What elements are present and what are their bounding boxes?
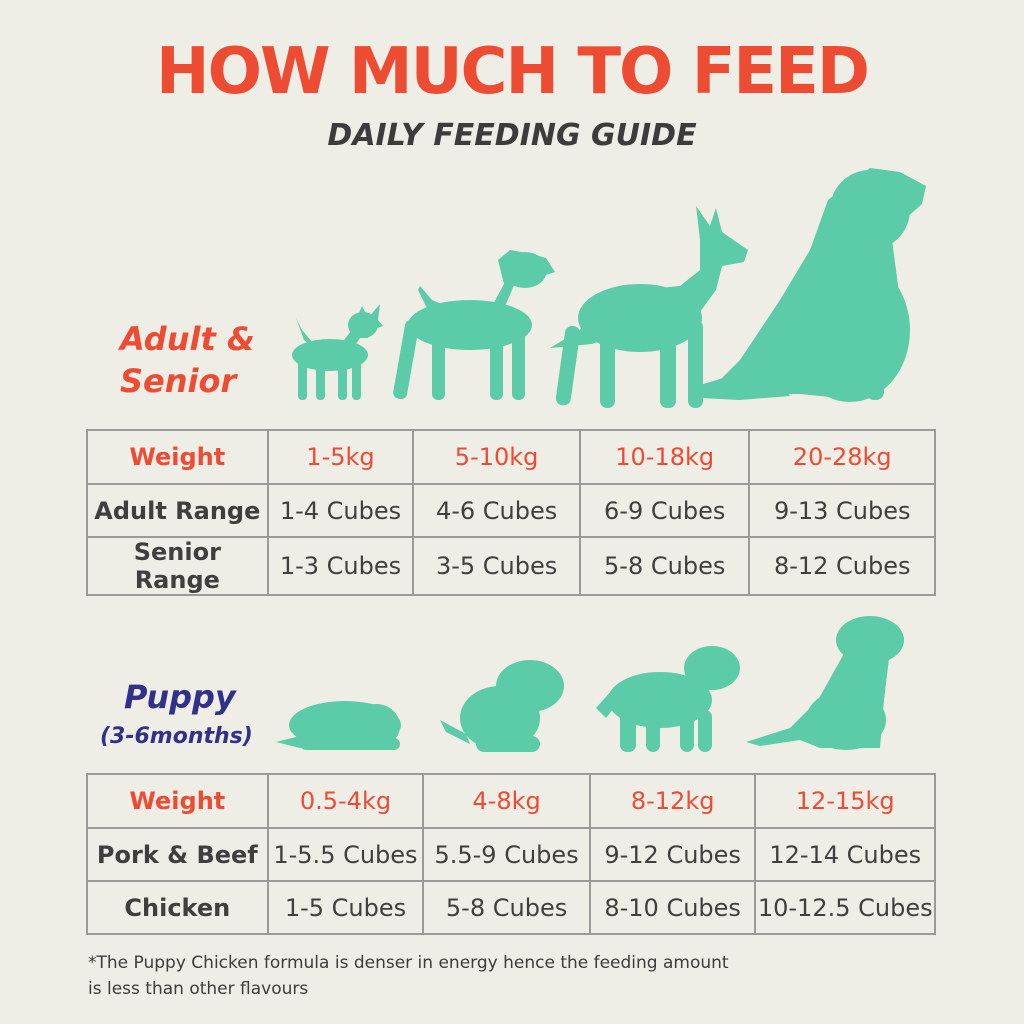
puppy-label: Puppy (124, 678, 236, 716)
table-cell: 1-5 Cubes (266, 880, 425, 935)
puppy-weight-row: Weight 0.5-4kg 4-8kg 8-12kg 12-15kg (86, 773, 936, 829)
weight-cell: 0.5-4kg (266, 773, 425, 829)
sitting-puppy-icon (746, 616, 904, 750)
table-cell: 12-14 Cubes (754, 827, 936, 882)
weight-cell: 8-12kg (588, 773, 757, 829)
puppy-age-label: (3-6months) (100, 724, 253, 749)
table-cell: 1-4 Cubes (266, 483, 415, 538)
page-title: HOW MUCH TO FEED (156, 35, 870, 109)
weight-cell: 20-28kg (748, 429, 936, 485)
table-cell: 1-3 Cubes (266, 536, 415, 596)
table-cell: 5-8 Cubes (578, 536, 751, 596)
footnote-line1: *The Puppy Chicken formula is denser in … (88, 953, 729, 973)
row-label: Adult Range (86, 483, 269, 538)
table-cell: 3-5 Cubes (412, 536, 581, 596)
adult-label-line1: Adult & (120, 320, 255, 358)
table-cell: 1-5.5 Cubes (266, 827, 425, 882)
table-cell: 4-6 Cubes (412, 483, 581, 538)
weight-cell: 10-18kg (578, 429, 751, 485)
lying-puppy-icon (276, 701, 401, 750)
row-label: Pork & Beef (86, 827, 269, 882)
adult-feeding-table: Weight 1-5kg 5-10kg 10-18kg 20-28kg Adul… (86, 429, 936, 596)
table-cell: 8-12 Cubes (748, 536, 936, 596)
footnote: *The Puppy Chicken formula is denser in … (88, 950, 788, 1002)
row-label: Senior Range (86, 536, 269, 596)
row-label: Chicken (86, 880, 269, 935)
pork-beef-row: Pork & Beef 1-5.5 Cubes 5.5-9 Cubes 9-12… (86, 827, 936, 882)
weight-cell: 12-15kg (754, 773, 936, 829)
adult-senior-label: Adult & Senior (120, 318, 255, 402)
table-cell: 5.5-9 Cubes (422, 827, 591, 882)
adult-range-row: Adult Range 1-4 Cubes 4-6 Cubes 6-9 Cube… (86, 483, 936, 538)
weight-cell: 4-8kg (422, 773, 591, 829)
weight-header: Weight (86, 429, 269, 485)
small-puppy-icon (440, 660, 564, 752)
table-cell: 10-12.5 Cubes (754, 880, 936, 935)
weight-cell: 5-10kg (412, 429, 581, 485)
terrier-icon (393, 250, 555, 400)
senior-range-row: Senior Range 1-3 Cubes 3-5 Cubes 5-8 Cub… (86, 536, 936, 596)
table-cell: 9-13 Cubes (748, 483, 936, 538)
retriever-icon (690, 168, 926, 402)
footnote-line2: is less than other flavours (88, 979, 309, 999)
chihuahua-icon (292, 304, 383, 400)
weight-header: Weight (86, 773, 269, 829)
table-cell: 9-12 Cubes (588, 827, 757, 882)
standing-puppy-icon (596, 646, 740, 752)
puppy-feeding-table: Weight 0.5-4kg 4-8kg 8-12kg 12-15kg Pork… (86, 773, 936, 935)
weight-cell: 1-5kg (266, 429, 415, 485)
adult-weight-row: Weight 1-5kg 5-10kg 10-18kg 20-28kg (86, 429, 936, 485)
chicken-row: Chicken 1-5 Cubes 5-8 Cubes 8-10 Cubes 1… (86, 880, 936, 935)
table-cell: 5-8 Cubes (422, 880, 591, 935)
shepherd-icon (550, 206, 748, 408)
table-cell: 6-9 Cubes (578, 483, 751, 538)
table-cell: 8-10 Cubes (588, 880, 757, 935)
adult-label-line2: Senior (120, 362, 237, 400)
page-subtitle: DAILY FEEDING GUIDE (327, 118, 697, 153)
